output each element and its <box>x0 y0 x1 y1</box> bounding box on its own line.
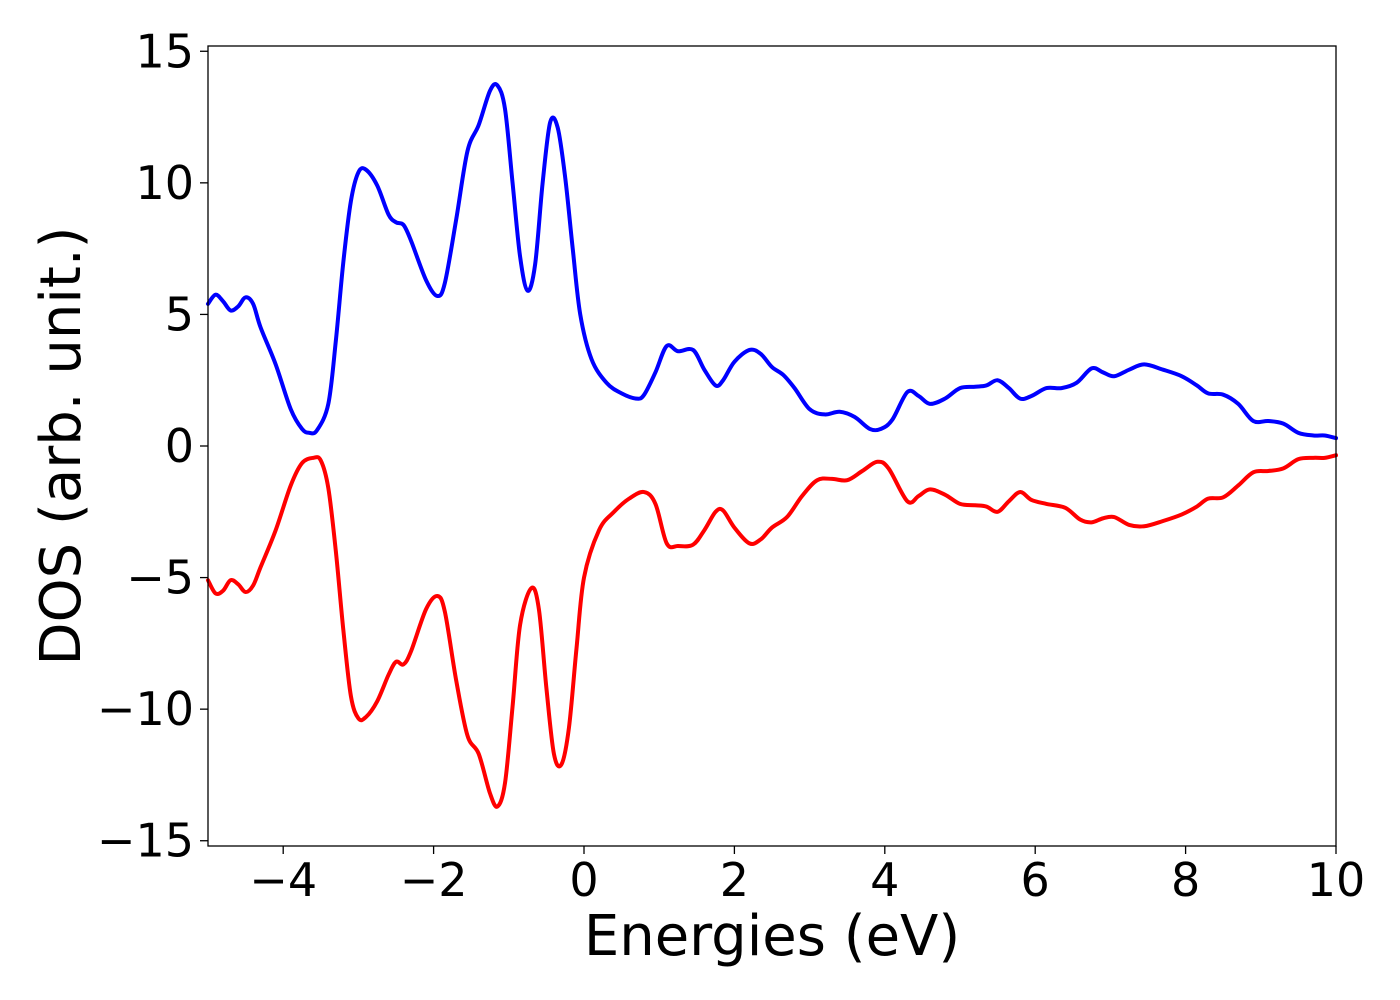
x-tick-label: 2 <box>720 853 749 907</box>
x-tick-label: 4 <box>870 853 899 907</box>
y-tick-label: −5 <box>126 551 194 605</box>
plot-frame <box>207 45 1337 847</box>
x-tick-label: 10 <box>1307 853 1366 907</box>
x-tick-label: −2 <box>400 853 468 907</box>
y-tick-label: 10 <box>135 156 194 210</box>
x-axis-label: Energies (eV) <box>584 904 960 969</box>
y-tick-label: 0 <box>165 419 194 473</box>
x-axis: −4 −2 0 2 4 6 8 10 <box>249 846 1365 907</box>
y-tick-label: 5 <box>165 287 194 341</box>
y-axis: −15 −10 −5 0 5 10 15 <box>97 24 208 868</box>
series-line-upper <box>206 82 1338 441</box>
y-tick-label: −15 <box>97 814 194 868</box>
x-tick-label: 8 <box>1171 853 1200 907</box>
y-tick-label: −10 <box>97 682 194 736</box>
y-axis-label: DOS (arb. unit.) <box>29 226 94 665</box>
x-tick-label: −4 <box>249 853 317 907</box>
y-tick-label: 15 <box>135 24 194 78</box>
series-layer <box>206 82 1338 809</box>
x-tick-label: 0 <box>569 853 598 907</box>
series-line-lower <box>206 453 1338 809</box>
x-tick-label: 6 <box>1021 853 1050 907</box>
